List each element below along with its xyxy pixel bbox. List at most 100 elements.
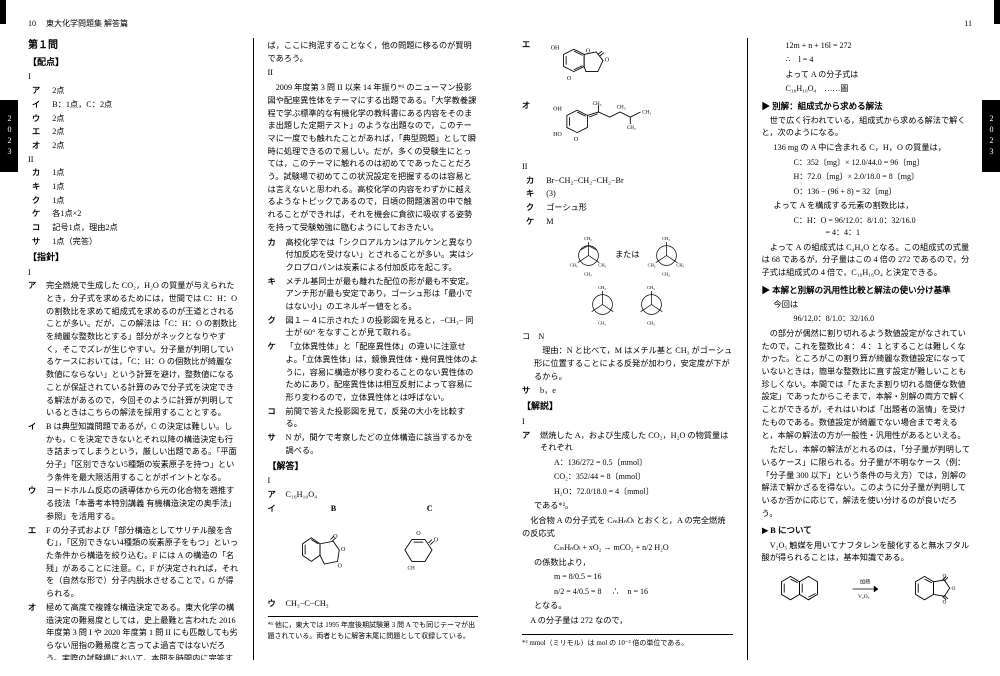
a-para6: A の分子量は 272 なので， (522, 615, 733, 628)
formula-line: CO₂：352/44 = 8〔mmol〕 (534, 471, 733, 483)
ko-reason: 理由：N と比べて，M はメチル基と CH₃ がゴーシュ形に位置することによる反… (522, 345, 733, 383)
svg-text:CH: CH (408, 565, 416, 571)
svg-text:CH₃: CH₃ (598, 320, 606, 325)
svg-text:O: O (434, 537, 439, 543)
score-row: ア 2点 (28, 85, 239, 98)
page-number-left: 10 (28, 19, 36, 28)
svg-text:CH₃: CH₃ (598, 262, 606, 267)
svg-text:O: O (605, 57, 610, 63)
answer-label: 【解答】 (268, 460, 479, 474)
betsu-formulas: C：352〔mg〕× 12.0/44.0 = 96〔mg〕 H：72.0〔mg〕×… (762, 157, 973, 198)
question-title: 第１問 (28, 38, 239, 54)
naphthalene-mol (772, 571, 827, 607)
policy-item: イB は典型知識問題であるが，C の決定は難しい。しかも，C を決定できないとそ… (28, 421, 239, 485)
score-row: サ 1点（完答） (28, 236, 239, 249)
score-row: カ 1点 (28, 167, 239, 180)
svg-text:HO: HO (553, 132, 562, 138)
section-II-label-2: II (268, 67, 479, 80)
reaction-arrow: 加熱 V₂O₅ (849, 571, 885, 607)
policy-item: ウヨードホルム反応の誘導体から元の化合物を遡推する技法「本番考本特別講義 有機構… (28, 485, 239, 523)
molecule-c: O O CH (390, 522, 460, 592)
right-page: 11 エ OH O O (500, 0, 1000, 676)
score-row: ク 1点 (28, 195, 239, 208)
svg-text:CH₃: CH₃ (593, 101, 602, 107)
a-para3: 化合物 A の分子式を CₘHₙOₗ とおくと，A の完全燃焼の反応式 (522, 515, 733, 540)
answer-sa: サ b，e (522, 385, 733, 398)
policy-item: オ極めて高度で複雑な構造決定である。東大化学の構造決定の難易度としては，史上最難… (28, 602, 239, 660)
score-row: ケ 各1点×2 (28, 208, 239, 221)
betsu-line2: よって A を構成する元素の割数比は， (762, 200, 973, 213)
struct-c-label: C (427, 503, 433, 516)
items-r1: カ Br−CH₂−CH₂−CH₂−Brキ (3)ク ゴーシュ形ケ M (522, 175, 733, 229)
section-II-label-r: II (522, 161, 733, 174)
answer-a: ア C₁₆H₁₀O₄ (268, 489, 479, 502)
svg-text:O: O (341, 546, 346, 552)
book-title-header: 東大化学問題集 解答篇 (46, 19, 128, 28)
formula-line: H₂O：72.0/18.0 = 4〔mmol〕 (534, 486, 733, 498)
policy-item: サN が，間ケで考察したどの立体構造に該当するかを調べる。 (268, 432, 479, 457)
struct-b-label: B (331, 503, 336, 516)
left-col-2: ば，ここに拘泥することなく，他の問題に移るのが賢明であろう。 II 2009 年… (268, 38, 479, 660)
a-para5: となる。 (522, 600, 733, 613)
policy-item: ア完全燃焼で生成した CO₂，H₂O の質量が与えられたとき，分子式を求めるため… (28, 280, 239, 420)
right-col-1: エ OH O O O (522, 38, 733, 660)
policy-item: コ前間で答えた投影図を見て，反発の大小を比較する。 (268, 406, 479, 431)
answer-I-label: I (268, 475, 479, 488)
intro-paragraph: 2009 年度第 3 問 II 以来 14 年振り*¹ のニューマン投影図や配座… (268, 82, 479, 234)
naphthalene-reaction: 加熱 V₂O₅ O O O (762, 571, 973, 607)
policy-item: ク図１－４に示された J の投影図を見ると，−CH₃− 同士が 60° をなすこ… (268, 315, 479, 340)
svg-text:CH₃: CH₃ (647, 285, 655, 290)
policy-items-II: カ高校化学では「シクロアルカンはアルケンと異なり付加反応を受けない」とされること… (268, 237, 479, 458)
b-text: V₂O₅ 触媒を用いてナフタレンを酸化すると無水フタル酸が得られることは，基本知… (762, 540, 973, 565)
svg-text:CH₃: CH₃ (617, 105, 626, 111)
answer-u: ウ CH₃−C−CH₃ (268, 598, 479, 611)
newman-1: CH₃ CH₃ CH₃ CH₃ (566, 233, 611, 278)
formula-line: H：72.0〔mg〕× 2.0/18.0 = 8〔mg〕 (774, 171, 973, 183)
answer-ko: コ N (522, 331, 733, 344)
svg-text:CH₃: CH₃ (584, 271, 592, 276)
molecule-e: OH O O O (540, 39, 630, 99)
honkai-line1: 今回は (762, 299, 973, 312)
policy-item: カ高校化学では「シクロアルカンはアルケンと異なり付加反応を受けない」とされること… (268, 237, 479, 275)
a-eq: CₘHₙOₗ + xO₂ → mCO₂ + n/2 H₂O (534, 542, 733, 554)
betsu-heading: 別解：組成式から求める解法 (762, 100, 973, 113)
svg-text:CH₃: CH₃ (584, 236, 592, 241)
kaisetsu-a: ア 燃焼した A，および生成した CO₂，H₂O の物質量はそれぞれ (522, 430, 733, 455)
svg-text:CH₃: CH₃ (642, 110, 651, 116)
column-divider-r (747, 38, 748, 660)
top-formulas: 12m + n + 16l = 272∴ l = 4よって A の分子式はC₁₆… (762, 40, 973, 96)
answer-i-struct-row: イ B C (268, 503, 479, 516)
score-row: オ 2点 (28, 140, 239, 153)
left-page: 10 東大化学問題集 解答篇 第１問 【配点】 I ア 2点イ B：1点，C：2… (0, 0, 500, 676)
right-col-2: 12m + n + 16l = 272∴ l = 4よって A の分子式はC₁₆… (762, 38, 973, 660)
page-header-left: 10 東大化学問題集 解答篇 (28, 18, 478, 30)
a-para2: である*²。 (522, 500, 733, 513)
formula-line: C：352〔mg〕× 12.0/44.0 = 96〔mg〕 (774, 157, 973, 169)
svg-text:O: O (333, 533, 338, 539)
svg-text:CH₃: CH₃ (676, 262, 684, 267)
structures-bc: O O O O O CH (268, 522, 479, 592)
formula-line: 12m + n + 16l = 272 (774, 40, 973, 52)
svg-text:CH₃: CH₃ (570, 262, 578, 267)
footnote-rp: *² mmol（ミリモル）は mol の 10⁻³ 倍の単位である。 (522, 634, 733, 649)
honkai-para: の部分が偶然に割り切れるよう数値設定がなされていたので，これを整数比４：４：１と… (762, 328, 973, 442)
policy-item: エF の分子式および「部分構造としてサリチル酸を含む」，「区別できない4種類の炭… (28, 525, 239, 601)
betsu-intro: 世で広く行われている，組成式から求める解法で解くと，次のようになる。 (762, 115, 973, 140)
score-row: エ 2点 (28, 126, 239, 139)
formula-line: A：136/272 = 0.5〔mmol〕 (534, 457, 733, 469)
policy-I-label: I (28, 267, 239, 280)
score-row: コ 記号1点，理由2点 (28, 222, 239, 235)
score-row: イ B：1点，C：2点 (28, 99, 239, 112)
a-para4: の係数比より， (522, 557, 733, 570)
molecule-o: OH HO O CH₃ CH₃ CH₃ CH₂ (540, 100, 700, 160)
formulas-a: A：136/272 = 0.5〔mmol〕 CO₂：352/44 = 8〔mmol… (522, 457, 733, 498)
newman-3: CH₃CH₃ (580, 282, 625, 327)
newman-4: CH₃CH₃ (629, 282, 674, 327)
honkai-heading: 本解と別解の汎用性比較と解法の使い分け基準 (762, 284, 973, 297)
answer-e: エ OH O O O (522, 39, 733, 99)
answer-row: キ (3) (522, 188, 733, 201)
newman-2: CH₃CH₃CH₃CH₃ (644, 233, 689, 278)
section-I-label: I (28, 71, 239, 84)
formula-line: ∴ l = 4 (774, 54, 973, 66)
formula-line: よって A の分子式は (774, 69, 973, 81)
